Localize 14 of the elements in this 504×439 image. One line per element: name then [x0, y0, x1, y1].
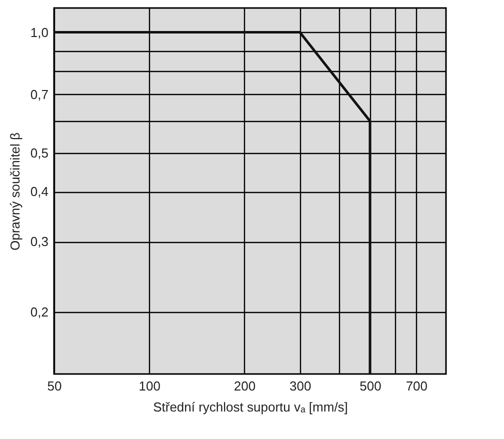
x-tick-label: 200	[234, 378, 256, 394]
y-tick-label: 0,5	[30, 145, 48, 160]
y-tick-label: 0,2	[30, 304, 48, 320]
x-tick-label: 300	[290, 378, 312, 394]
y-axis-title: Opravný součinitel β	[7, 132, 22, 251]
x-tick-label: 700	[406, 378, 428, 394]
y-tick-label: 0,7	[30, 86, 48, 102]
y-tick-label: 1,0	[30, 24, 48, 40]
x-tick-label: 50	[47, 378, 62, 394]
x-tick-label: 500	[360, 378, 382, 394]
y-tick-label: 0,3	[30, 234, 48, 250]
x-tick-label: 100	[138, 378, 160, 394]
y-tick-label: 0,4	[30, 184, 48, 200]
x-axis-title: Střední rychlost suportu vₐ [mm/s]	[153, 400, 348, 414]
